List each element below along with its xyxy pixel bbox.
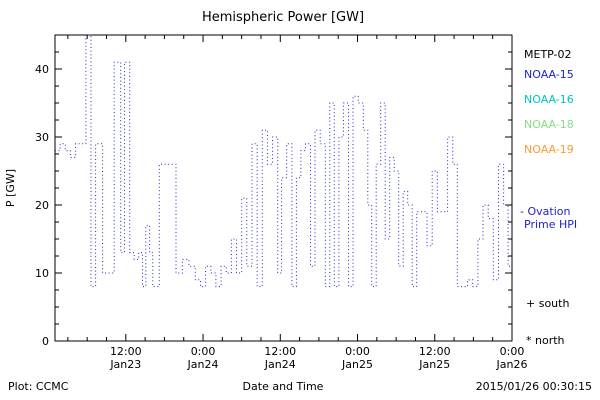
y-tick-label: 40: [35, 63, 49, 76]
legend-item-noaa16: NOAA-16: [524, 93, 574, 106]
x-axis-label: Date and Time: [243, 380, 324, 393]
footer-timestamp: 2015/01/26 00:30:15: [476, 380, 592, 393]
legend-marker-north: * north: [526, 334, 565, 347]
y-axis-label: P [GW]: [4, 169, 17, 207]
legend-item-metp02: METP-02: [524, 48, 572, 61]
x-tick-time-label: 0:00: [500, 345, 525, 358]
x-tick-time-label: 12:00: [264, 345, 296, 358]
y-tick-label: 0: [42, 335, 49, 348]
x-tick-date-label: Jan24: [264, 358, 296, 371]
x-tick-date-label: Jan25: [341, 358, 373, 371]
legend-ovation-line1: - Ovation: [520, 205, 570, 218]
footer-plot-source: Plot: CCMC: [8, 380, 69, 393]
legend-ovation-line2: Prime HPI: [524, 218, 577, 231]
legend-item-noaa15: NOAA-15: [524, 68, 574, 81]
x-tick-date-label: Jan25: [418, 358, 450, 371]
legend-item-noaa19: NOAA-19: [524, 143, 574, 156]
hpi-step-line: [55, 34, 512, 288]
x-tick-date-label: Jan23: [109, 358, 141, 371]
legend-marker-south: + south: [526, 297, 569, 310]
data-series: [55, 34, 512, 288]
y-tick-label: 30: [35, 131, 49, 144]
y-tick-label: 10: [35, 267, 49, 280]
axis-ticks: 01020304012:00Jan230:00Jan2412:00Jan240:…: [35, 35, 527, 371]
y-tick-label: 20: [35, 199, 49, 212]
x-tick-time-label: 0:00: [191, 345, 216, 358]
plot-frame: [54, 34, 513, 342]
x-tick-time-label: 12:00: [419, 345, 451, 358]
x-tick-time-label: 12:00: [110, 345, 142, 358]
x-tick-date-label: Jan24: [187, 358, 219, 371]
chart-title: Hemispheric Power [GW]: [202, 10, 364, 25]
x-tick-date-label: Jan26: [496, 358, 528, 371]
legend-item-noaa18: NOAA-18: [524, 118, 574, 131]
x-tick-time-label: 0:00: [345, 345, 370, 358]
legend: METP-02 NOAA-15 NOAA-16 NOAA-18 NOAA-19 …: [520, 48, 577, 347]
